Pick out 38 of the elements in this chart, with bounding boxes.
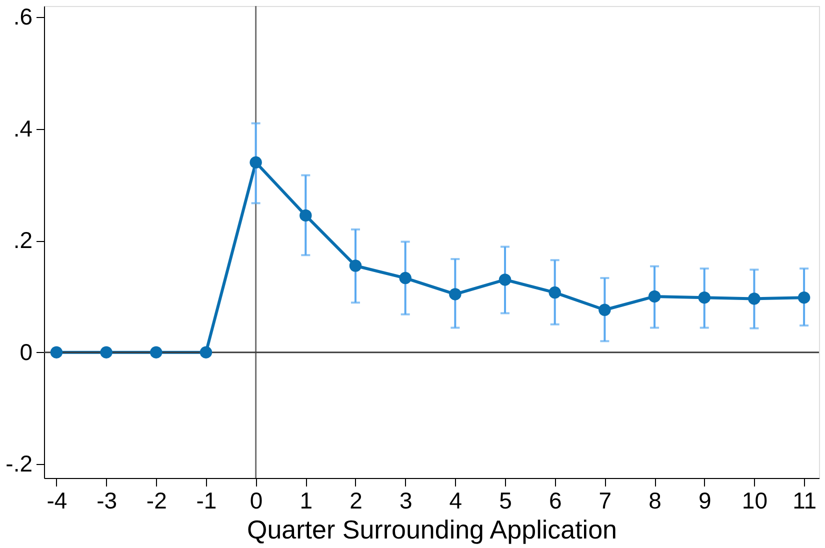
point	[300, 209, 312, 222]
y-tick-label: -.2	[6, 450, 32, 477]
x-tick-label: 9	[698, 488, 712, 514]
point	[498, 274, 512, 286]
x-tick-label: 6	[548, 488, 562, 514]
point	[50, 346, 63, 358]
point	[798, 291, 810, 304]
point	[150, 346, 162, 358]
y-tick-label: .6	[13, 4, 32, 30]
point	[399, 272, 412, 284]
point	[748, 292, 760, 305]
x-tick-label: 11	[792, 488, 816, 514]
x-tick-label: 3	[399, 488, 412, 514]
point	[548, 286, 561, 299]
y-tick-label: 0	[20, 338, 32, 365]
point	[250, 156, 262, 169]
x-tick-label: -1	[196, 488, 217, 514]
point	[100, 346, 112, 358]
x-tick-label: -2	[146, 488, 167, 514]
x-tick-label: 4	[449, 488, 462, 514]
x-tick-label: 0	[250, 488, 263, 514]
x-tick-label: 7	[598, 488, 612, 514]
x-tick-label: -4	[46, 488, 68, 514]
x-tick-label: 10	[742, 488, 768, 514]
point	[648, 290, 661, 303]
point	[449, 288, 462, 300]
point	[200, 346, 212, 358]
point	[698, 291, 710, 304]
point	[598, 304, 611, 316]
x-tick-label: 5	[499, 488, 512, 514]
point	[349, 260, 362, 272]
y-tick-label: .2	[13, 227, 32, 254]
x-tick-label: 8	[648, 488, 662, 514]
x-axis-title: Quarter Surrounding Application	[246, 514, 618, 544]
y-tick-label: .4	[13, 115, 33, 142]
x-tick-label: 2	[350, 488, 362, 514]
x-tick-label: 1	[300, 488, 313, 514]
x-tick-label: -3	[96, 488, 118, 514]
